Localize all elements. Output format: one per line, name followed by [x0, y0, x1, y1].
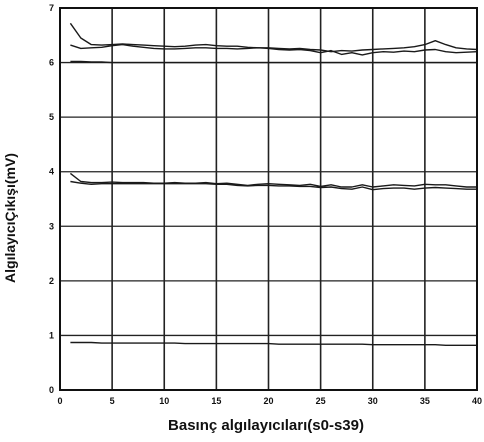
x-tick-label: 40	[472, 396, 482, 406]
x-tick-label: 5	[110, 396, 115, 406]
y-tick-label: 1	[49, 330, 54, 340]
series-line-5	[70, 180, 477, 191]
data-series	[69, 22, 478, 346]
y-axis-label: AlgılayıcıÇıkışı(mV)	[2, 153, 18, 283]
y-tick-labels: 0 1 2 3 4 5 6 7	[49, 3, 54, 395]
x-tick-label: 35	[420, 396, 430, 406]
x-tick-label: 30	[368, 396, 378, 406]
x-tick-label: 20	[263, 396, 273, 406]
y-tick-label: 5	[49, 112, 54, 122]
y-tick-label: 0	[49, 385, 54, 395]
y-tick-label: 7	[49, 3, 54, 13]
x-tick-label: 15	[211, 396, 221, 406]
grid-lines	[60, 8, 477, 390]
series-line-1	[69, 22, 478, 53]
x-tick-labels: 0 5 10 15 20 25 30 35 40	[57, 396, 482, 406]
y-tick-label: 3	[49, 221, 54, 231]
y-tick-label: 6	[49, 58, 54, 68]
x-axis-label: Basınç algılayıcıları(s0-s39)	[168, 417, 364, 434]
series-line-3	[70, 60, 477, 64]
plot-frame	[59, 7, 478, 391]
y-tick-label: 4	[49, 167, 54, 177]
series-line-4	[69, 172, 477, 188]
series-line-6	[70, 341, 477, 346]
y-tick-label: 2	[49, 276, 54, 286]
x-tick-label: 0	[57, 396, 62, 406]
x-tick-label: 25	[316, 396, 326, 406]
x-tick-label: 10	[159, 396, 169, 406]
series-line-2	[70, 43, 478, 56]
